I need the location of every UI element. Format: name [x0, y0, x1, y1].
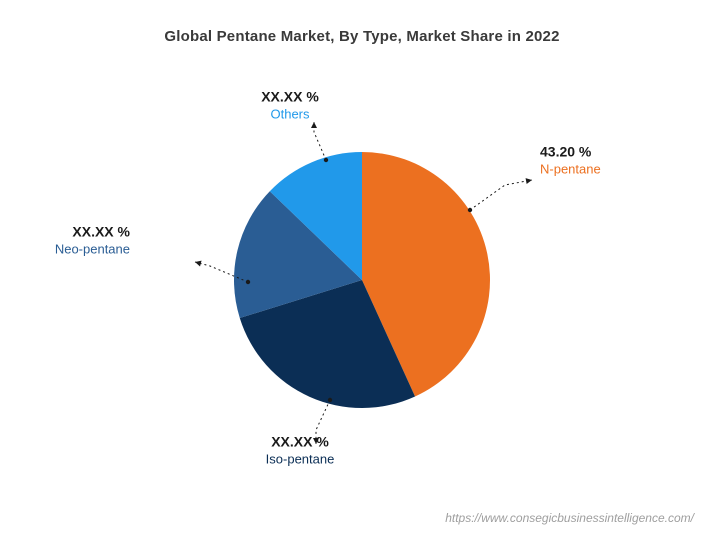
- chart-title: Global Pentane Market, By Type, Market S…: [0, 0, 724, 45]
- slice-name: Neo-pentane: [55, 242, 130, 257]
- slice-percent: 43.20 %: [540, 144, 601, 160]
- slice-name: Iso-pentane: [266, 452, 335, 467]
- slice-label: XX.XX % Iso-pentane: [266, 434, 335, 467]
- pie-chart: [0, 70, 724, 490]
- slice-label: XX.XX % Neo-pentane: [55, 224, 130, 257]
- slice-percent: XX.XX %: [55, 224, 130, 240]
- slice-label: 43.20 % N-pentane: [540, 144, 601, 177]
- slice-name: Others: [261, 107, 319, 122]
- slice-label: XX.XX % Others: [261, 89, 319, 122]
- slice-percent: XX.XX %: [261, 89, 319, 105]
- slice-name: N-pentane: [540, 162, 601, 177]
- source-url: https://www.consegicbusinessintelligence…: [445, 511, 694, 525]
- slice-percent: XX.XX %: [266, 434, 335, 450]
- pie-chart-area: 43.20 %N-pentaneXX.XX %Iso-pentaneXX.XX …: [0, 70, 724, 490]
